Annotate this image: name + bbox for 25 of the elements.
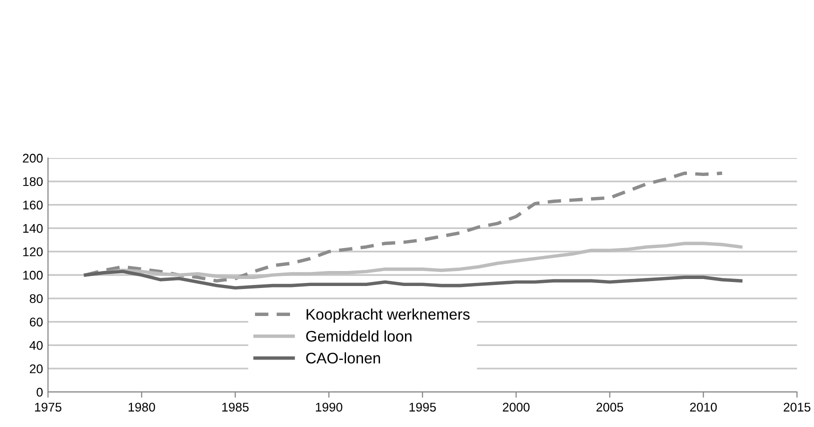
x-tick-label: 2005 xyxy=(596,402,624,412)
y-tick-label: 20 xyxy=(30,364,43,374)
y-tick-label: 120 xyxy=(23,247,43,256)
x-tick-label: 1985 xyxy=(222,402,249,412)
y-tick-label: 100 xyxy=(23,270,43,280)
x-tick-label: 2010 xyxy=(690,402,717,412)
x-tick-label: 1980 xyxy=(128,402,156,412)
y-tick-label: 160 xyxy=(23,200,43,210)
legend-label: Gemiddeld loon xyxy=(306,330,412,342)
legend-label: CAO-lonen xyxy=(306,352,380,364)
x-tick-label: 1975 xyxy=(35,402,62,412)
y-tick-label: 80 xyxy=(30,294,43,304)
y-tick-label: 60 xyxy=(30,318,43,326)
y-tick-label: 40 xyxy=(30,341,43,350)
y-tick-label: 180 xyxy=(23,177,43,186)
line-series xyxy=(84,172,724,283)
y-tick-label: 200 xyxy=(22,154,43,163)
x-tick-label: 1990 xyxy=(316,402,342,412)
x-tick-label: 2000 xyxy=(502,402,530,412)
x-tick-label: 2015 xyxy=(784,402,810,412)
legend-label: Koopkracht werknemers xyxy=(306,308,470,323)
y-tick-label: 0 xyxy=(36,388,43,397)
y-tick-label: 140 xyxy=(23,224,43,233)
x-tick-label: 1995 xyxy=(410,402,436,412)
line-series xyxy=(84,270,742,290)
